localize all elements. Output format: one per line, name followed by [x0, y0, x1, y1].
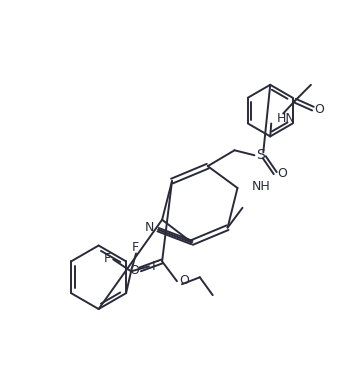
Text: O: O [314, 103, 324, 116]
Text: F: F [104, 252, 111, 265]
Text: HN: HN [277, 112, 296, 125]
Text: F: F [132, 241, 139, 254]
Text: N: N [145, 221, 154, 234]
Text: NH: NH [251, 180, 270, 194]
Text: O: O [277, 167, 287, 180]
Text: O: O [179, 274, 189, 287]
Text: F: F [151, 260, 158, 273]
Text: O: O [130, 264, 139, 277]
Text: S: S [256, 148, 265, 162]
